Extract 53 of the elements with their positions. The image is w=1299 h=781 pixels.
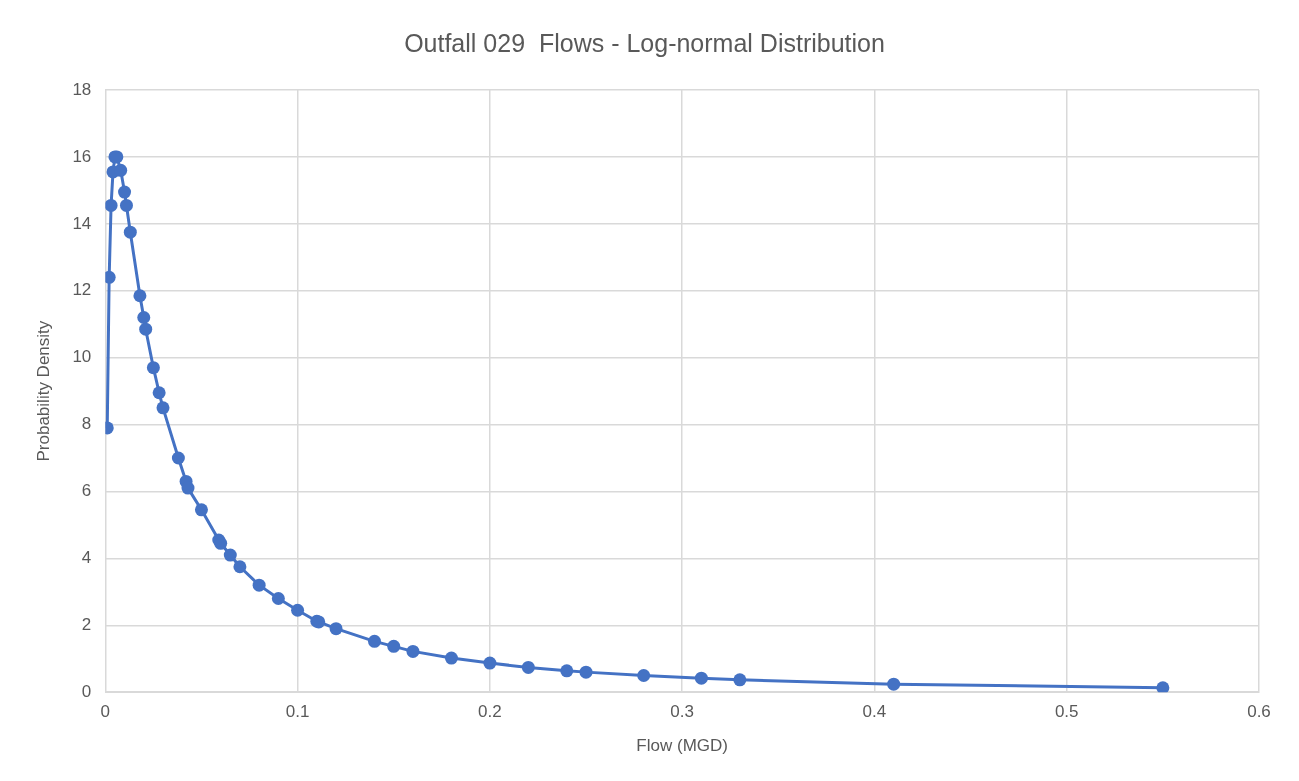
point (406, 644, 420, 658)
point (123, 225, 137, 239)
point (483, 656, 497, 670)
point (637, 668, 651, 682)
y-tick-label: 4 (81, 548, 92, 568)
point (118, 185, 132, 199)
y-tick-label: 12 (72, 280, 92, 300)
x-tick-label: 0.2 (478, 702, 502, 722)
point (105, 198, 118, 212)
point (119, 198, 133, 212)
x-tick-label: 0.3 (670, 702, 694, 722)
x-tick-label: 0.4 (862, 702, 887, 722)
point (223, 548, 237, 562)
point (733, 673, 747, 687)
point (114, 163, 128, 177)
point (694, 671, 708, 685)
point (133, 289, 147, 303)
y-axis-title: Probability Density (33, 320, 53, 462)
y-tick-label: 8 (81, 414, 92, 434)
x-tick-label: 0 (100, 702, 111, 722)
y-tick-label: 14 (72, 213, 92, 233)
x-axis-title: Flow (MGD) (636, 736, 728, 756)
point (368, 634, 381, 648)
point (887, 677, 901, 691)
point (233, 560, 247, 574)
point (171, 451, 185, 465)
point (181, 481, 195, 495)
y-tick-label: 6 (81, 481, 92, 501)
x-tick-label: 0.1 (285, 702, 310, 722)
point (521, 660, 535, 674)
point (271, 592, 285, 606)
point (137, 311, 151, 324)
y-tick-label: 0 (81, 681, 92, 701)
point (146, 361, 160, 375)
y-tick-label: 16 (72, 146, 92, 166)
point (579, 665, 593, 679)
point (329, 622, 343, 636)
point (152, 386, 166, 400)
point (194, 503, 208, 517)
y-tick-label: 2 (81, 614, 92, 634)
point (560, 664, 574, 678)
point (1156, 681, 1170, 693)
point (156, 401, 170, 415)
point (291, 603, 305, 617)
x-tick-label: 0.5 (1054, 702, 1079, 722)
point (139, 322, 153, 336)
point (444, 651, 458, 665)
y-tick-label: 18 (72, 79, 92, 99)
point (387, 639, 401, 653)
point (252, 578, 266, 592)
x-tick-label: 0.6 (1247, 702, 1271, 722)
y-tick-label: 10 (72, 347, 92, 367)
chart-title: Outfall 029 Flows - Log-normal Distribution (404, 28, 885, 57)
